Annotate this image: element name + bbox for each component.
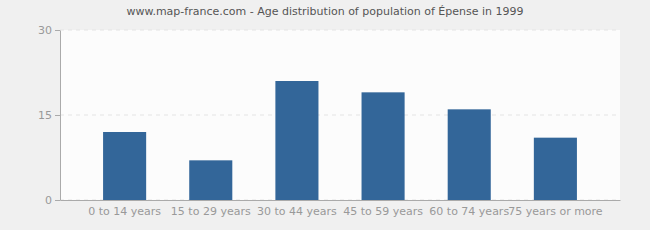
x-tick-label: 30 to 44 years [257,205,337,218]
x-tick-label: 75 years or more [508,205,603,218]
background [0,0,650,230]
x-tick: 0 to 14 years [88,200,161,218]
bar [534,138,577,200]
y-tick-label: 15 [38,109,52,122]
y-tick-mark [55,200,60,201]
x-tick: 75 years or more [508,200,603,218]
x-tick-label: 60 to 74 years [429,205,509,218]
bar [275,81,318,200]
x-tick: 30 to 44 years [257,200,337,218]
y-tick: 0 [45,194,60,207]
bar [448,109,491,200]
y-tick-mark [55,115,60,116]
x-tick-label: 45 to 59 years [343,205,423,218]
title: www.map-france.com - Age distribution of… [126,5,523,18]
y-tick-mark [55,30,60,31]
y-axis-line [60,31,61,201]
x-tick-label: 0 to 14 years [88,205,161,218]
y-tick-label: 30 [38,24,52,37]
grid-line [60,30,620,31]
bar [103,132,146,200]
y-tick-label: 0 [45,194,52,207]
x-tick: 45 to 59 years [343,200,423,218]
y-tick: 15 [38,109,60,122]
bar [189,160,232,200]
plot-area [60,30,620,200]
x-axis-line [61,200,621,201]
x-tick-label: 15 to 29 years [171,205,251,218]
bar [362,92,405,200]
x-tick: 15 to 29 years [171,200,251,218]
grid-line [60,115,620,116]
x-tick: 60 to 74 years [429,200,509,218]
y-tick: 30 [38,24,60,37]
